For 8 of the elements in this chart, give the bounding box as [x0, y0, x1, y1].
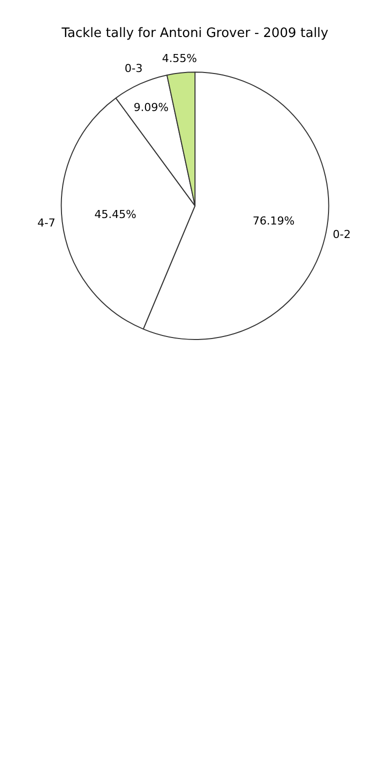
- slice-label: 4-7: [37, 216, 56, 230]
- slice-label: 0-2: [332, 228, 351, 242]
- data-label: 45.45%: [94, 208, 136, 222]
- chart-title: Tackle tally for Antoni Grover - 2009 tally: [60, 26, 329, 42]
- data-label: 76.19%: [252, 214, 295, 228]
- data-label: 4.55%: [162, 52, 197, 65]
- data-label: 9.09%: [134, 101, 169, 114]
- slice-label: 0-3: [124, 62, 143, 76]
